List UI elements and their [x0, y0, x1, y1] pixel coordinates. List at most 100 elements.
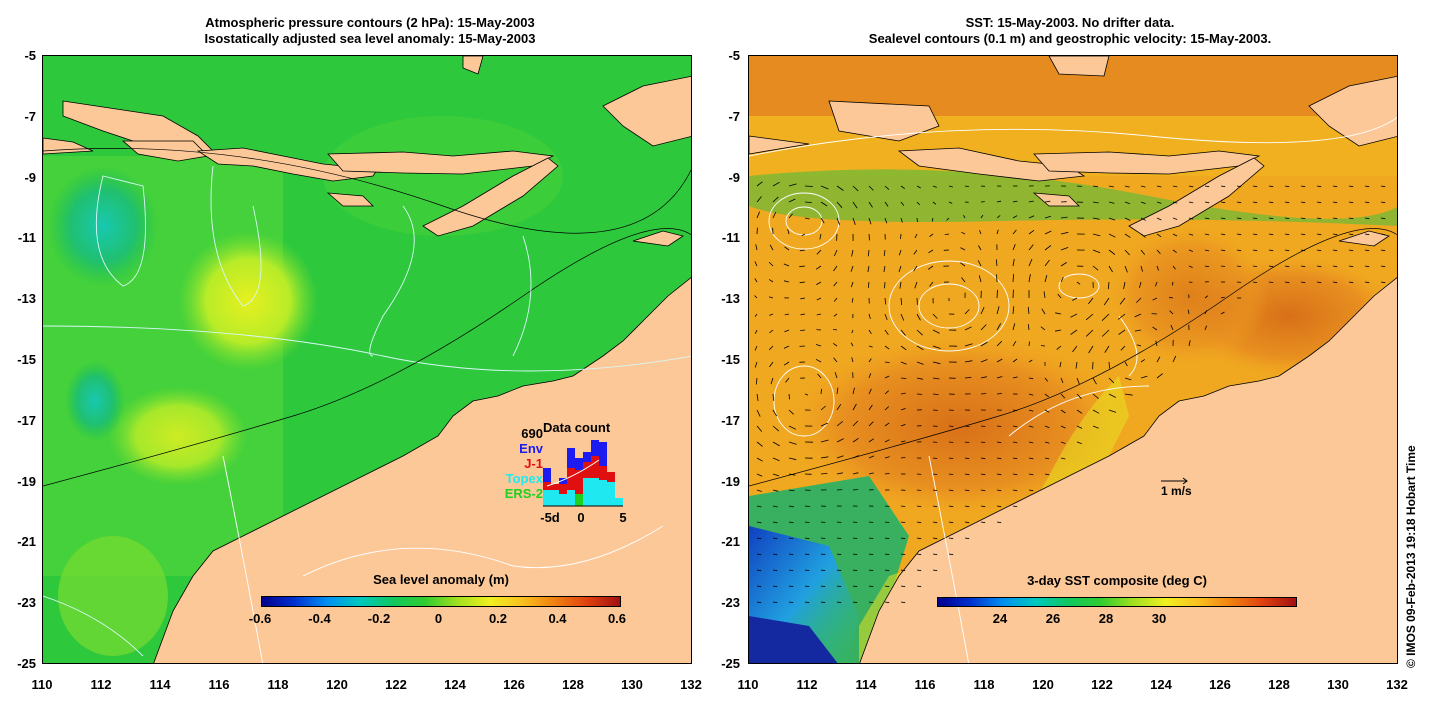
- velocity-arrow: [980, 214, 984, 219]
- velocity-arrow: [1252, 249, 1258, 252]
- velocity-arrow: [884, 601, 890, 604]
- velocity-arrow: [1348, 233, 1354, 236]
- velocity-arrow: [804, 569, 810, 572]
- velocity-arrow: [820, 537, 826, 539]
- velocity-arrow: [1124, 393, 1133, 396]
- velocity-arrow: [1364, 185, 1370, 188]
- velocity-arrow: [852, 585, 858, 588]
- velocity-arrow: [852, 420, 859, 427]
- velocity-arrow: [1120, 345, 1126, 351]
- velocity-arrow: [868, 455, 875, 459]
- velocity-arrow: [1252, 217, 1258, 220]
- velocity-arrow: [1252, 281, 1258, 283]
- velocity-arrow: [1044, 274, 1048, 283]
- velocity-arrow: [1088, 345, 1094, 354]
- legend-env: Env: [519, 441, 543, 456]
- velocity-arrow: [1041, 308, 1046, 315]
- velocity-arrow: [916, 185, 921, 189]
- velocity-arrow: [964, 309, 970, 315]
- velocity-arrow: [964, 377, 972, 379]
- velocity-arrow: [1332, 281, 1338, 284]
- velocity-arrow: [756, 505, 762, 508]
- velocity-arrows: [754, 181, 1397, 604]
- velocity-arrow: [1028, 341, 1030, 347]
- velocity-arrow: [1268, 185, 1274, 188]
- velocity-arrow: [932, 361, 941, 365]
- y-tick-label: -21: [721, 534, 740, 550]
- velocity-arrow: [772, 196, 779, 203]
- velocity-arrow: [867, 249, 870, 257]
- x-tick-label: 112: [90, 677, 112, 692]
- velocity-arrow: [769, 313, 774, 316]
- velocity-arrow: [1028, 229, 1035, 235]
- velocity-arrow: [1152, 297, 1158, 301]
- velocity-arrow: [804, 537, 810, 540]
- velocity-arrow: [852, 553, 858, 556]
- velocity-arrow: [804, 201, 812, 203]
- velocity-arrow: [815, 344, 822, 347]
- velocity-arrow: [868, 438, 875, 443]
- velocity-arrow: [1012, 425, 1018, 428]
- velocity-arrow: [1220, 265, 1226, 267]
- velocity-arrow: [1092, 201, 1099, 204]
- velocity-arrow: [996, 289, 998, 299]
- x-tick-label: 128: [562, 677, 584, 692]
- y-tick-label: -23: [721, 595, 740, 611]
- velocity-arrow: [900, 217, 903, 223]
- velocity-arrow: [932, 521, 938, 524]
- velocity-arrow: [1236, 249, 1242, 252]
- velocity-arrow: [948, 521, 954, 524]
- velocity-arrow: [964, 360, 973, 363]
- velocity-arrow: [833, 297, 838, 302]
- velocity-arrow: [1092, 185, 1099, 188]
- velocity-arrow: [964, 473, 970, 476]
- credit-text: © IMOS 09-Feb-2013 19:18 Hobart Time: [1404, 445, 1418, 668]
- velocity-arrow: [768, 279, 774, 283]
- velocity-arrow: [836, 472, 843, 475]
- velocity-arrow: [1156, 373, 1163, 379]
- velocity-arrow: [1134, 329, 1142, 332]
- velocity-arrow: [852, 537, 858, 539]
- velocity-arrow: [1268, 281, 1274, 283]
- velocity-arrow: [1108, 185, 1114, 188]
- velocity-arrow: [868, 404, 873, 411]
- velocity-arrow: [900, 585, 906, 588]
- velocity-arrow: [1044, 215, 1052, 219]
- velocity-arrow: [1070, 313, 1078, 318]
- velocity-arrow: [996, 393, 1002, 395]
- velocity-arrow: [768, 296, 774, 299]
- velocity-arrow: [1076, 425, 1083, 429]
- velocity-arrow: [1119, 297, 1126, 305]
- velocity-arrow: [996, 274, 998, 283]
- velocity-arrow: [768, 261, 774, 267]
- velocity-arrow: [1012, 457, 1018, 460]
- velocity-arrow: [772, 537, 778, 540]
- velocity-arrow: [852, 472, 859, 475]
- data-count-total: 690: [521, 426, 543, 441]
- velocity-arrow: [1284, 233, 1290, 236]
- legend-ers2: ERS-2: [504, 486, 543, 501]
- velocity-arrow: [1316, 281, 1322, 284]
- velocity-arrow: [1060, 277, 1064, 283]
- velocity-arrow: [916, 361, 924, 365]
- velocity-arrow: [964, 521, 970, 524]
- velocity-arrow: [820, 405, 826, 411]
- velocity-arrow: [996, 358, 1003, 363]
- velocity-arrow: [916, 537, 922, 540]
- velocity-arrow: [1012, 409, 1018, 411]
- velocity-arrow: [788, 198, 796, 203]
- velocity-arrow: [851, 249, 854, 257]
- velocity-arrow: [772, 393, 775, 401]
- velocity-arrow: [833, 357, 838, 363]
- velocity-arrow: [916, 313, 921, 321]
- data-count-title: Data count: [543, 420, 611, 435]
- velocity-arrow: [852, 185, 859, 192]
- velocity-arrow: [916, 217, 918, 223]
- velocity-arrow: [1364, 249, 1370, 252]
- velocity-arrow: [932, 201, 937, 205]
- velocity-arrow: [1316, 233, 1322, 236]
- velocity-arrow: [884, 456, 890, 459]
- velocity-arrow: [868, 345, 873, 348]
- velocity-arrow: [884, 521, 890, 523]
- velocity-arrow: [804, 505, 810, 507]
